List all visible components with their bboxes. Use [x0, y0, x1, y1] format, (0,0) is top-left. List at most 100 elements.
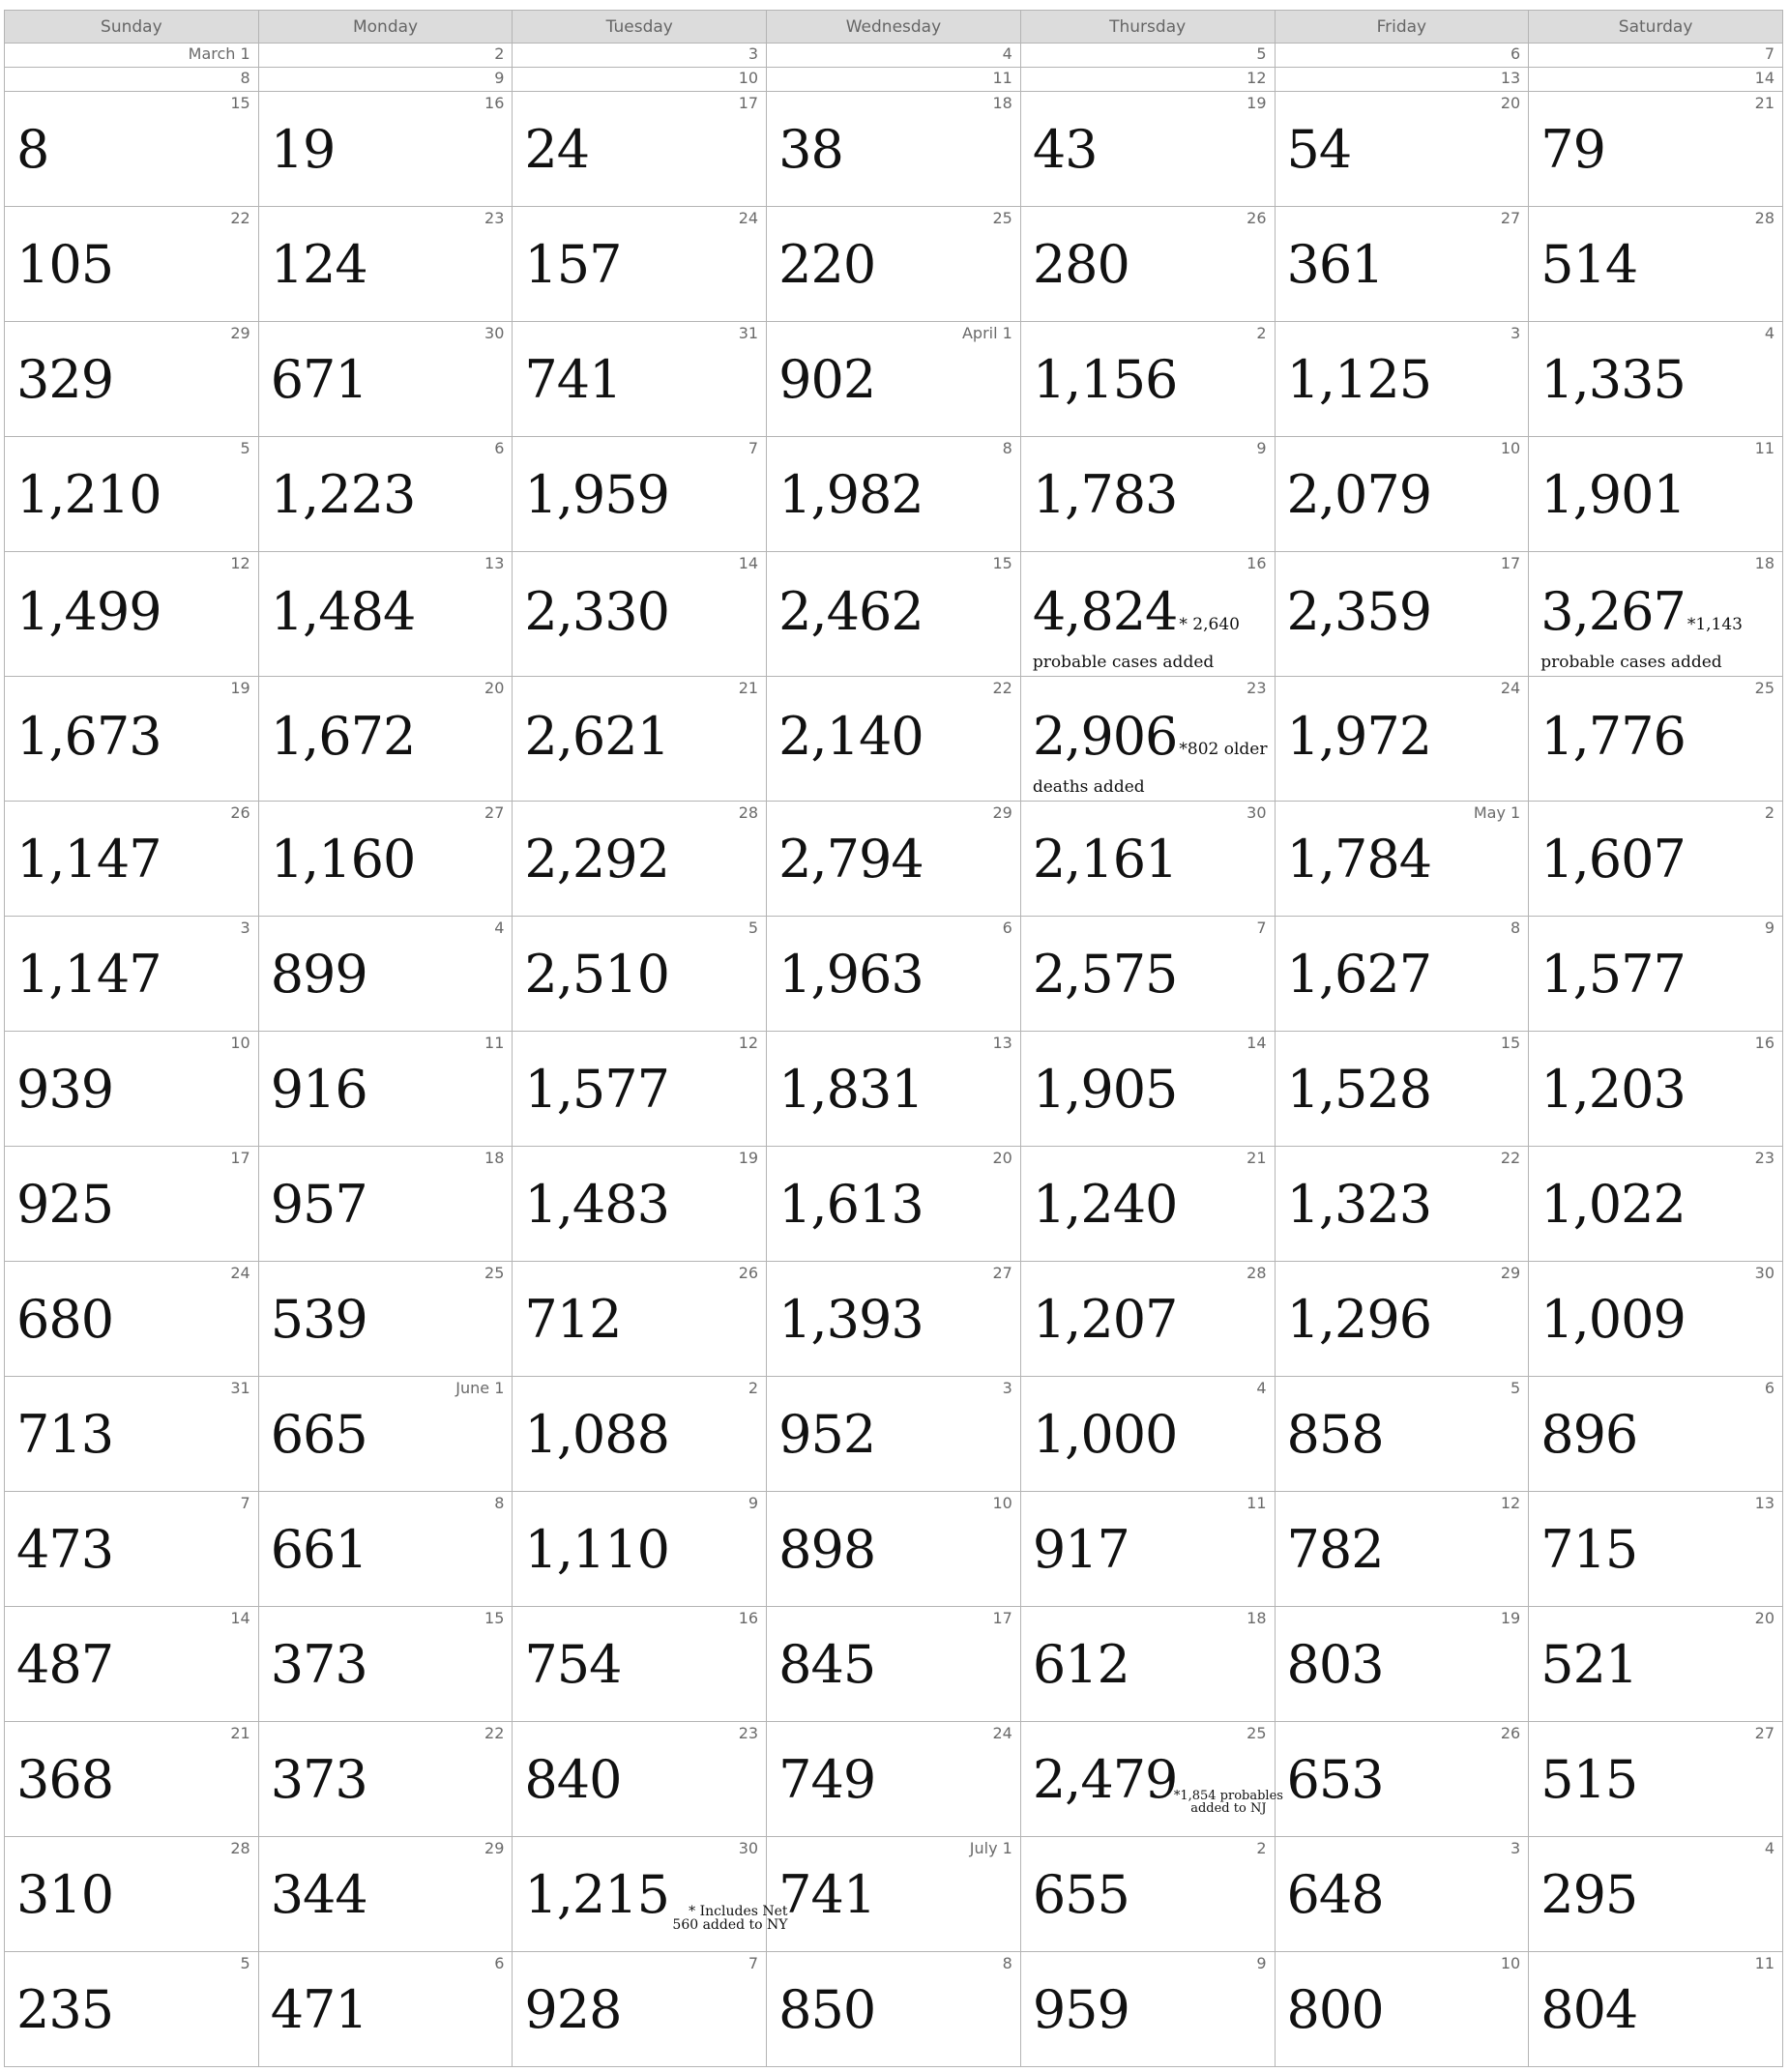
day-cell[interactable]: 27 515 [1528, 1721, 1783, 1837]
day-cell[interactable]: 7 1,959 [512, 436, 768, 552]
day-cell[interactable]: 17 2,359 [1274, 551, 1530, 677]
day-cell[interactable]: 5 235 [4, 1951, 259, 2067]
day-cell[interactable]: 3 1,147 [4, 916, 259, 1032]
day-cell[interactable]: 12 1,577 [512, 1031, 768, 1147]
day-cell[interactable]: 5 2,510 [512, 916, 768, 1032]
day-cell[interactable]: 10 898 [766, 1491, 1021, 1607]
day-cell[interactable]: 4 1,335 [1528, 321, 1783, 437]
day-cell[interactable]: 20 521 [1528, 1606, 1783, 1722]
day-cell[interactable]: 24 749 [766, 1721, 1021, 1837]
day-cell[interactable]: 19 43 [1019, 91, 1276, 207]
day-cell[interactable]: 28 310 [4, 1836, 259, 1952]
day-cell[interactable]: July 1 741 [766, 1836, 1021, 1952]
day-cell[interactable]: 22 373 [257, 1721, 513, 1837]
day-cell[interactable]: 29 1,296 [1274, 1261, 1530, 1377]
day-cell[interactable]: 3 1,125 [1274, 321, 1530, 437]
day-cell[interactable]: 9 1,577 [1528, 916, 1783, 1032]
day-cell[interactable]: 9 959 [1019, 1951, 1276, 2067]
day-cell[interactable]: 13 1,831 [766, 1031, 1021, 1147]
day-cell[interactable]: 11 804 [1528, 1951, 1783, 2067]
day-cell[interactable]: 10 [512, 67, 768, 92]
day-cell[interactable]: 15 2,462 [766, 551, 1021, 677]
day-cell[interactable]: 16 4,824 * 2,640 probable cases added [1019, 551, 1276, 677]
day-cell[interactable]: 30 1,215 * Includes Net 560 added to NY [512, 1836, 788, 1952]
day-cell[interactable]: 27 361 [1274, 206, 1530, 322]
day-cell[interactable]: 9 1,783 [1019, 436, 1276, 552]
day-cell[interactable]: 21 368 [4, 1721, 259, 1837]
day-cell[interactable]: 18 957 [257, 1146, 513, 1262]
day-cell[interactable]: 14 487 [4, 1606, 259, 1722]
day-cell[interactable]: 4 1,000 [1019, 1376, 1276, 1492]
day-cell[interactable]: 8 850 [766, 1951, 1021, 2067]
day-cell[interactable]: 29 2,794 [766, 801, 1021, 917]
day-cell[interactable]: 14 2,330 [512, 551, 768, 677]
day-cell[interactable]: 22 105 [4, 206, 259, 322]
day-cell[interactable]: 19 1,673 [4, 676, 259, 802]
day-cell[interactable]: 3 952 [766, 1376, 1021, 1492]
day-cell[interactable]: 6 471 [257, 1951, 513, 2067]
day-cell[interactable]: 5 [1019, 43, 1276, 68]
day-cell[interactable]: 5 1,210 [4, 436, 259, 552]
day-cell[interactable]: 23 1,022 [1528, 1146, 1783, 1262]
day-cell[interactable]: 28 1,207 [1019, 1261, 1276, 1377]
day-cell[interactable]: 15 1,528 [1274, 1031, 1530, 1147]
day-cell[interactable]: 17 24 [512, 91, 768, 207]
day-cell[interactable]: 24 680 [4, 1261, 259, 1377]
day-cell[interactable]: 22 1,323 [1274, 1146, 1530, 1262]
day-cell[interactable]: 4 [766, 43, 1021, 68]
day-cell[interactable]: 21 2,621 [512, 676, 768, 802]
day-cell[interactable]: 21 79 [1528, 91, 1783, 207]
day-cell[interactable]: 27 1,160 [257, 801, 513, 917]
day-cell[interactable]: 13 1,484 [257, 551, 513, 677]
day-cell[interactable]: 28 514 [1528, 206, 1783, 322]
day-cell[interactable]: 25 220 [766, 206, 1021, 322]
day-cell[interactable]: 24 1,972 [1274, 676, 1530, 802]
day-cell[interactable]: 25 2,479 *1,854 probables added to NJ [1019, 1721, 1283, 1837]
day-cell[interactable]: 9 [257, 67, 513, 92]
day-cell[interactable]: 11 917 [1019, 1491, 1276, 1607]
day-cell[interactable]: 27 1,393 [766, 1261, 1021, 1377]
day-cell[interactable]: 31 713 [4, 1376, 259, 1492]
day-cell[interactable]: 18 3,267 *1,143 probable cases added [1528, 551, 1783, 677]
day-cell[interactable]: 8 661 [257, 1491, 513, 1607]
day-cell[interactable]: 16 754 [512, 1606, 768, 1722]
day-cell[interactable]: 5 858 [1274, 1376, 1530, 1492]
day-cell[interactable]: 25 1,776 [1528, 676, 1783, 802]
day-cell[interactable]: 30 1,009 [1528, 1261, 1783, 1377]
day-cell[interactable]: 16 1,203 [1528, 1031, 1783, 1147]
day-cell[interactable]: 19 1,483 [512, 1146, 768, 1262]
day-cell[interactable]: 4 295 [1528, 1836, 1783, 1952]
day-cell[interactable]: 13 [1274, 67, 1530, 92]
day-cell[interactable]: 7 473 [4, 1491, 259, 1607]
day-cell[interactable]: 6 1,223 [257, 436, 513, 552]
day-cell[interactable]: 19 803 [1274, 1606, 1530, 1722]
day-cell[interactable]: 6 [1274, 43, 1530, 68]
day-cell[interactable]: April 1 902 [766, 321, 1021, 437]
day-cell[interactable]: 26 1,147 [4, 801, 259, 917]
day-cell[interactable]: 3 648 [1274, 1836, 1530, 1952]
day-cell[interactable]: 25 539 [257, 1261, 513, 1377]
day-cell[interactable]: 30 671 [257, 321, 513, 437]
day-cell[interactable]: 20 54 [1274, 91, 1530, 207]
day-cell[interactable]: 9 1,110 [512, 1491, 768, 1607]
day-cell[interactable]: 2 [257, 43, 513, 68]
day-cell[interactable]: 15 373 [257, 1606, 513, 1722]
day-cell[interactable]: 11 916 [257, 1031, 513, 1147]
day-cell[interactable]: 2 1,088 [512, 1376, 768, 1492]
day-cell[interactable]: 4 899 [257, 916, 513, 1032]
day-cell[interactable]: 29 329 [4, 321, 259, 437]
day-cell[interactable]: 20 1,672 [257, 676, 513, 802]
day-cell[interactable]: 14 [1528, 67, 1783, 92]
day-cell[interactable]: 8 [4, 67, 259, 92]
day-cell[interactable]: 10 800 [1274, 1951, 1530, 2067]
day-cell[interactable]: 26 712 [512, 1261, 768, 1377]
day-cell[interactable]: 10 939 [4, 1031, 259, 1147]
day-cell[interactable]: 26 280 [1019, 206, 1276, 322]
day-cell[interactable]: 11 [766, 67, 1021, 92]
day-cell[interactable]: 3 [512, 43, 768, 68]
day-cell[interactable]: 8 1,982 [766, 436, 1021, 552]
day-cell[interactable]: 6 896 [1528, 1376, 1783, 1492]
day-cell[interactable]: 7 [1528, 43, 1783, 68]
day-cell[interactable]: 23 124 [257, 206, 513, 322]
day-cell[interactable]: 23 840 [512, 1721, 768, 1837]
